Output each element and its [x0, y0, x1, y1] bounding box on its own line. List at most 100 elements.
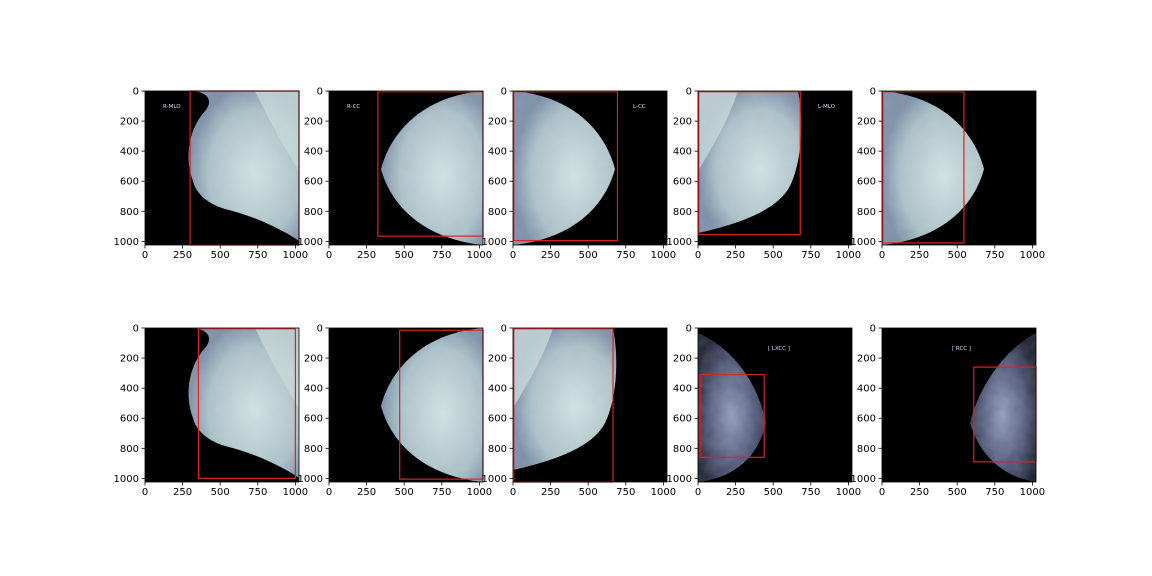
y-tick-label: 600 [673, 414, 692, 425]
axes-frame [144, 327, 300, 483]
view-label: L-CC [633, 104, 646, 110]
y-tick-label: 400 [488, 384, 507, 395]
y-tick-label: 1000 [114, 237, 139, 248]
x-tick-label: 0 [326, 250, 332, 261]
axes-frame [512, 90, 668, 246]
detection-box [882, 91, 965, 244]
tissue-texture [698, 333, 766, 482]
y-tick-label: 0 [501, 324, 507, 335]
y-tick-label: 1000 [298, 237, 323, 248]
y-tick-label: 200 [488, 117, 507, 128]
y-tick-label: 600 [857, 177, 876, 188]
y-tick-label: 200 [304, 354, 323, 365]
y-tick-label: 0 [686, 324, 692, 335]
x-tick-label: 1000 [1020, 250, 1045, 261]
x-tick-label: 500 [211, 250, 230, 261]
view-label: R-MLO [163, 104, 181, 110]
y-tick-label: 600 [304, 177, 323, 188]
x-tick-label: 500 [395, 250, 414, 261]
y-tick-label: 0 [870, 324, 876, 335]
detection-box [197, 328, 296, 479]
view-label: [ RCC ] [952, 346, 971, 352]
axes-frame [881, 90, 1037, 246]
view-label: L-MLO [818, 104, 836, 110]
x-tick-label: 250 [910, 487, 929, 498]
x-tick-label: 0 [879, 487, 885, 498]
view-label: [ LXCC ] [768, 346, 790, 352]
y-tick-label: 800 [488, 444, 507, 455]
axes-frame [328, 327, 484, 483]
y-tick-label: 400 [120, 147, 139, 158]
y-tick-label: 1000 [298, 474, 323, 485]
y-tick-label: 400 [857, 147, 876, 158]
x-tick-label: 500 [764, 250, 783, 261]
x-tick-label: 500 [211, 487, 230, 498]
tissue-texture [381, 91, 483, 245]
y-tick-label: 800 [488, 207, 507, 218]
x-tick-label: 750 [616, 487, 635, 498]
x-tick-label: 500 [948, 250, 967, 261]
y-tick-label: 800 [857, 207, 876, 218]
y-tick-label: 800 [304, 207, 323, 218]
y-tick-label: 0 [133, 324, 139, 335]
x-tick-label: 500 [579, 487, 598, 498]
y-tick-label: 400 [857, 384, 876, 395]
pectoral-muscle [513, 328, 553, 408]
tissue-texture [188, 328, 299, 478]
detection-box [699, 374, 765, 458]
y-tick-label: 800 [120, 444, 139, 455]
x-tick-label: 1000 [283, 487, 308, 498]
x-tick-label: 0 [142, 250, 148, 261]
y-tick-label: 1000 [482, 474, 507, 485]
x-tick-label: 0 [695, 250, 701, 261]
y-tick-label: 800 [673, 444, 692, 455]
axes-frame [697, 327, 853, 483]
x-tick-label: 250 [541, 250, 560, 261]
axes-frame [697, 90, 853, 246]
x-tick-label: 500 [579, 250, 598, 261]
x-tick-label: 750 [985, 250, 1004, 261]
x-tick-label: 500 [395, 487, 414, 498]
x-tick-label: 1000 [467, 250, 492, 261]
y-tick-label: 0 [501, 87, 507, 98]
x-tick-label: 250 [541, 487, 560, 498]
axes-frame [512, 327, 668, 483]
y-tick-label: 200 [673, 117, 692, 128]
detection-box [513, 91, 619, 242]
y-tick-label: 400 [304, 147, 323, 158]
axes-frame [881, 327, 1037, 483]
x-tick-label: 0 [142, 487, 148, 498]
tissue-texture [970, 333, 1036, 482]
x-tick-label: 750 [432, 487, 451, 498]
y-tick-label: 200 [120, 354, 139, 365]
y-tick-label: 1000 [667, 237, 692, 248]
x-tick-label: 750 [985, 487, 1004, 498]
y-tick-label: 400 [673, 384, 692, 395]
y-tick-label: 1000 [114, 474, 139, 485]
y-tick-label: 1000 [482, 237, 507, 248]
x-tick-label: 750 [616, 250, 635, 261]
pectoral-muscle [698, 91, 738, 171]
x-tick-label: 250 [910, 250, 929, 261]
tissue-texture [513, 328, 617, 470]
x-tick-label: 250 [357, 487, 376, 498]
y-tick-label: 600 [120, 177, 139, 188]
y-tick-label: 600 [488, 177, 507, 188]
y-tick-label: 600 [673, 177, 692, 188]
x-tick-label: 1000 [283, 250, 308, 261]
y-tick-label: 400 [673, 147, 692, 158]
y-tick-label: 1000 [851, 474, 876, 485]
y-tick-label: 0 [317, 87, 323, 98]
x-tick-label: 1000 [836, 250, 861, 261]
x-tick-label: 1000 [651, 487, 676, 498]
y-tick-label: 800 [673, 207, 692, 218]
y-tick-label: 200 [304, 117, 323, 128]
x-tick-label: 750 [248, 487, 267, 498]
